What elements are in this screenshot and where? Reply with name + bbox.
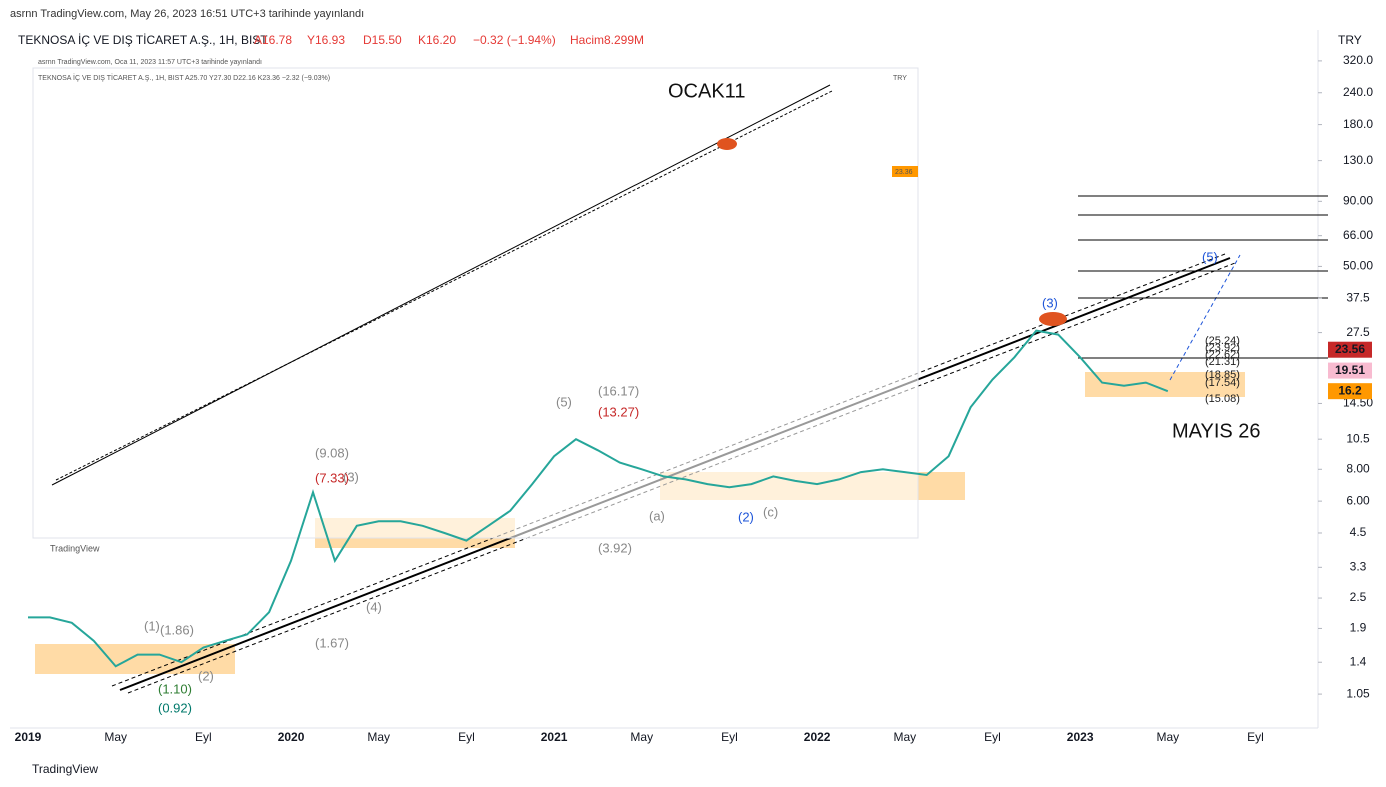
published: asrnn TradingView.com, May 26, 2023 16:5… [10, 8, 364, 20]
level: (7.33) [315, 470, 349, 485]
y-tick-label: 8.00 [1346, 461, 1370, 475]
y-tick-label: 6.00 [1346, 493, 1370, 507]
currency: TRY [1338, 33, 1362, 47]
y-tick-label: 50.00 [1343, 259, 1373, 273]
x-tick-label: May [893, 730, 916, 744]
x-tick-label: 2022 [804, 730, 831, 744]
x-tick-label: 2023 [1067, 730, 1094, 744]
level: (3.92) [598, 540, 632, 555]
wave: (3) [1042, 295, 1058, 310]
wave: (4) [366, 599, 382, 614]
level: (1.67) [315, 635, 349, 650]
inset-logo: TradingView [50, 543, 100, 553]
y-tick-label: 1.4 [1350, 654, 1367, 668]
high: Y16.93 [307, 33, 345, 47]
inset-last-bg [892, 166, 918, 177]
y-tick-label: 4.5 [1350, 525, 1367, 539]
fib: (21.31) [1205, 356, 1240, 368]
annotation: OCAK11 [668, 80, 745, 102]
y-tick-label: 10.5 [1346, 431, 1370, 445]
y-tick-label: 90.00 [1343, 194, 1373, 208]
x-tick-label: Eyl [1247, 730, 1264, 744]
close: K16.20 [418, 33, 456, 47]
wave: (3) [343, 469, 359, 484]
wave: (1) [144, 618, 160, 633]
x-tick-label: Eyl [195, 730, 212, 744]
y-tick-label: 180.0 [1343, 117, 1373, 131]
level: (16.17) [598, 383, 639, 398]
y-tick-label: 130.0 [1343, 153, 1373, 167]
low: D15.50 [363, 33, 402, 47]
volume: Hacim8.299M [570, 33, 644, 47]
y-tick-label: 240.0 [1343, 85, 1373, 99]
x-tick-label: May [1157, 730, 1180, 744]
x-tick-label: 2021 [541, 730, 568, 744]
wave: (5) [1202, 249, 1218, 264]
y-tick-label: 1.05 [1346, 686, 1370, 700]
logo: TradingView [32, 762, 98, 776]
wave: (2) [198, 668, 214, 683]
price-label-bg [1328, 383, 1372, 400]
price-label: 16.2 [1338, 383, 1362, 397]
levels [1078, 195, 1328, 359]
level: (1.10) [158, 681, 192, 696]
wave: (a) [649, 508, 665, 523]
wave: (c) [763, 504, 778, 519]
fib: (22.62) [1205, 349, 1240, 361]
price-label: 19.51 [1335, 363, 1365, 377]
y-tick-label: 2.5 [1350, 590, 1367, 604]
wave: (5) [556, 394, 572, 409]
price-line [28, 329, 1169, 668]
x-tick-label: Eyl [458, 730, 475, 744]
fib: (17.54) [1205, 377, 1240, 389]
marker [1039, 312, 1067, 326]
x-tick-label: 2020 [278, 730, 305, 744]
x-tick-label: May [630, 730, 653, 744]
x-tick-label: 2019 [15, 730, 42, 744]
x-tick-label: Eyl [984, 730, 1001, 744]
x-tick-label: Eyl [721, 730, 738, 744]
inset-symbol: TEKNOSA İÇ VE DIŞ TİCARET A.Ş., 1H, BIST… [38, 73, 330, 82]
level: (0.92) [158, 700, 192, 715]
level: (13.27) [598, 404, 639, 419]
y-tick-label: 66.00 [1343, 228, 1373, 242]
x-tick-label: May [367, 730, 390, 744]
price-label-bg [1328, 341, 1372, 358]
fib: (15.08) [1205, 393, 1240, 405]
fib: (23.92) [1205, 342, 1240, 354]
y-tick-label: 37.5 [1346, 290, 1370, 304]
inset-frame [32, 67, 919, 539]
y-tick-label: 320.0 [1343, 53, 1373, 67]
price-label: 23.56 [1335, 342, 1365, 356]
price-label-bg [1328, 362, 1372, 379]
inset-chart: asrnn TradingView.com, Oca 11, 2023 11:5… [32, 59, 919, 553]
y-tick-label: 27.5 [1346, 325, 1370, 339]
y-tick-label: 3.3 [1350, 559, 1367, 573]
projection [1169, 254, 1241, 381]
symbol: TEKNOSA İÇ VE DIŞ TİCARET A.Ş., 1H, BIST [18, 33, 268, 47]
level: (9.08) [315, 445, 349, 460]
fib: (18.85) [1205, 369, 1240, 381]
y-tick-label: 1.9 [1350, 621, 1367, 635]
open: A16.78 [254, 33, 292, 47]
x-tick-label: May [104, 730, 127, 744]
wave: (2) [738, 509, 754, 524]
inset-published: asrnn TradingView.com, Oca 11, 2023 11:5… [38, 59, 262, 66]
annotation: MAYIS 26 [1172, 420, 1261, 442]
level: (1.86) [160, 622, 194, 637]
fib: (25.24) [1205, 335, 1240, 347]
change: −0.32 (−1.94%) [473, 33, 556, 47]
inset-last: 23.36 [895, 169, 913, 176]
inset-currency: TRY [893, 75, 907, 82]
